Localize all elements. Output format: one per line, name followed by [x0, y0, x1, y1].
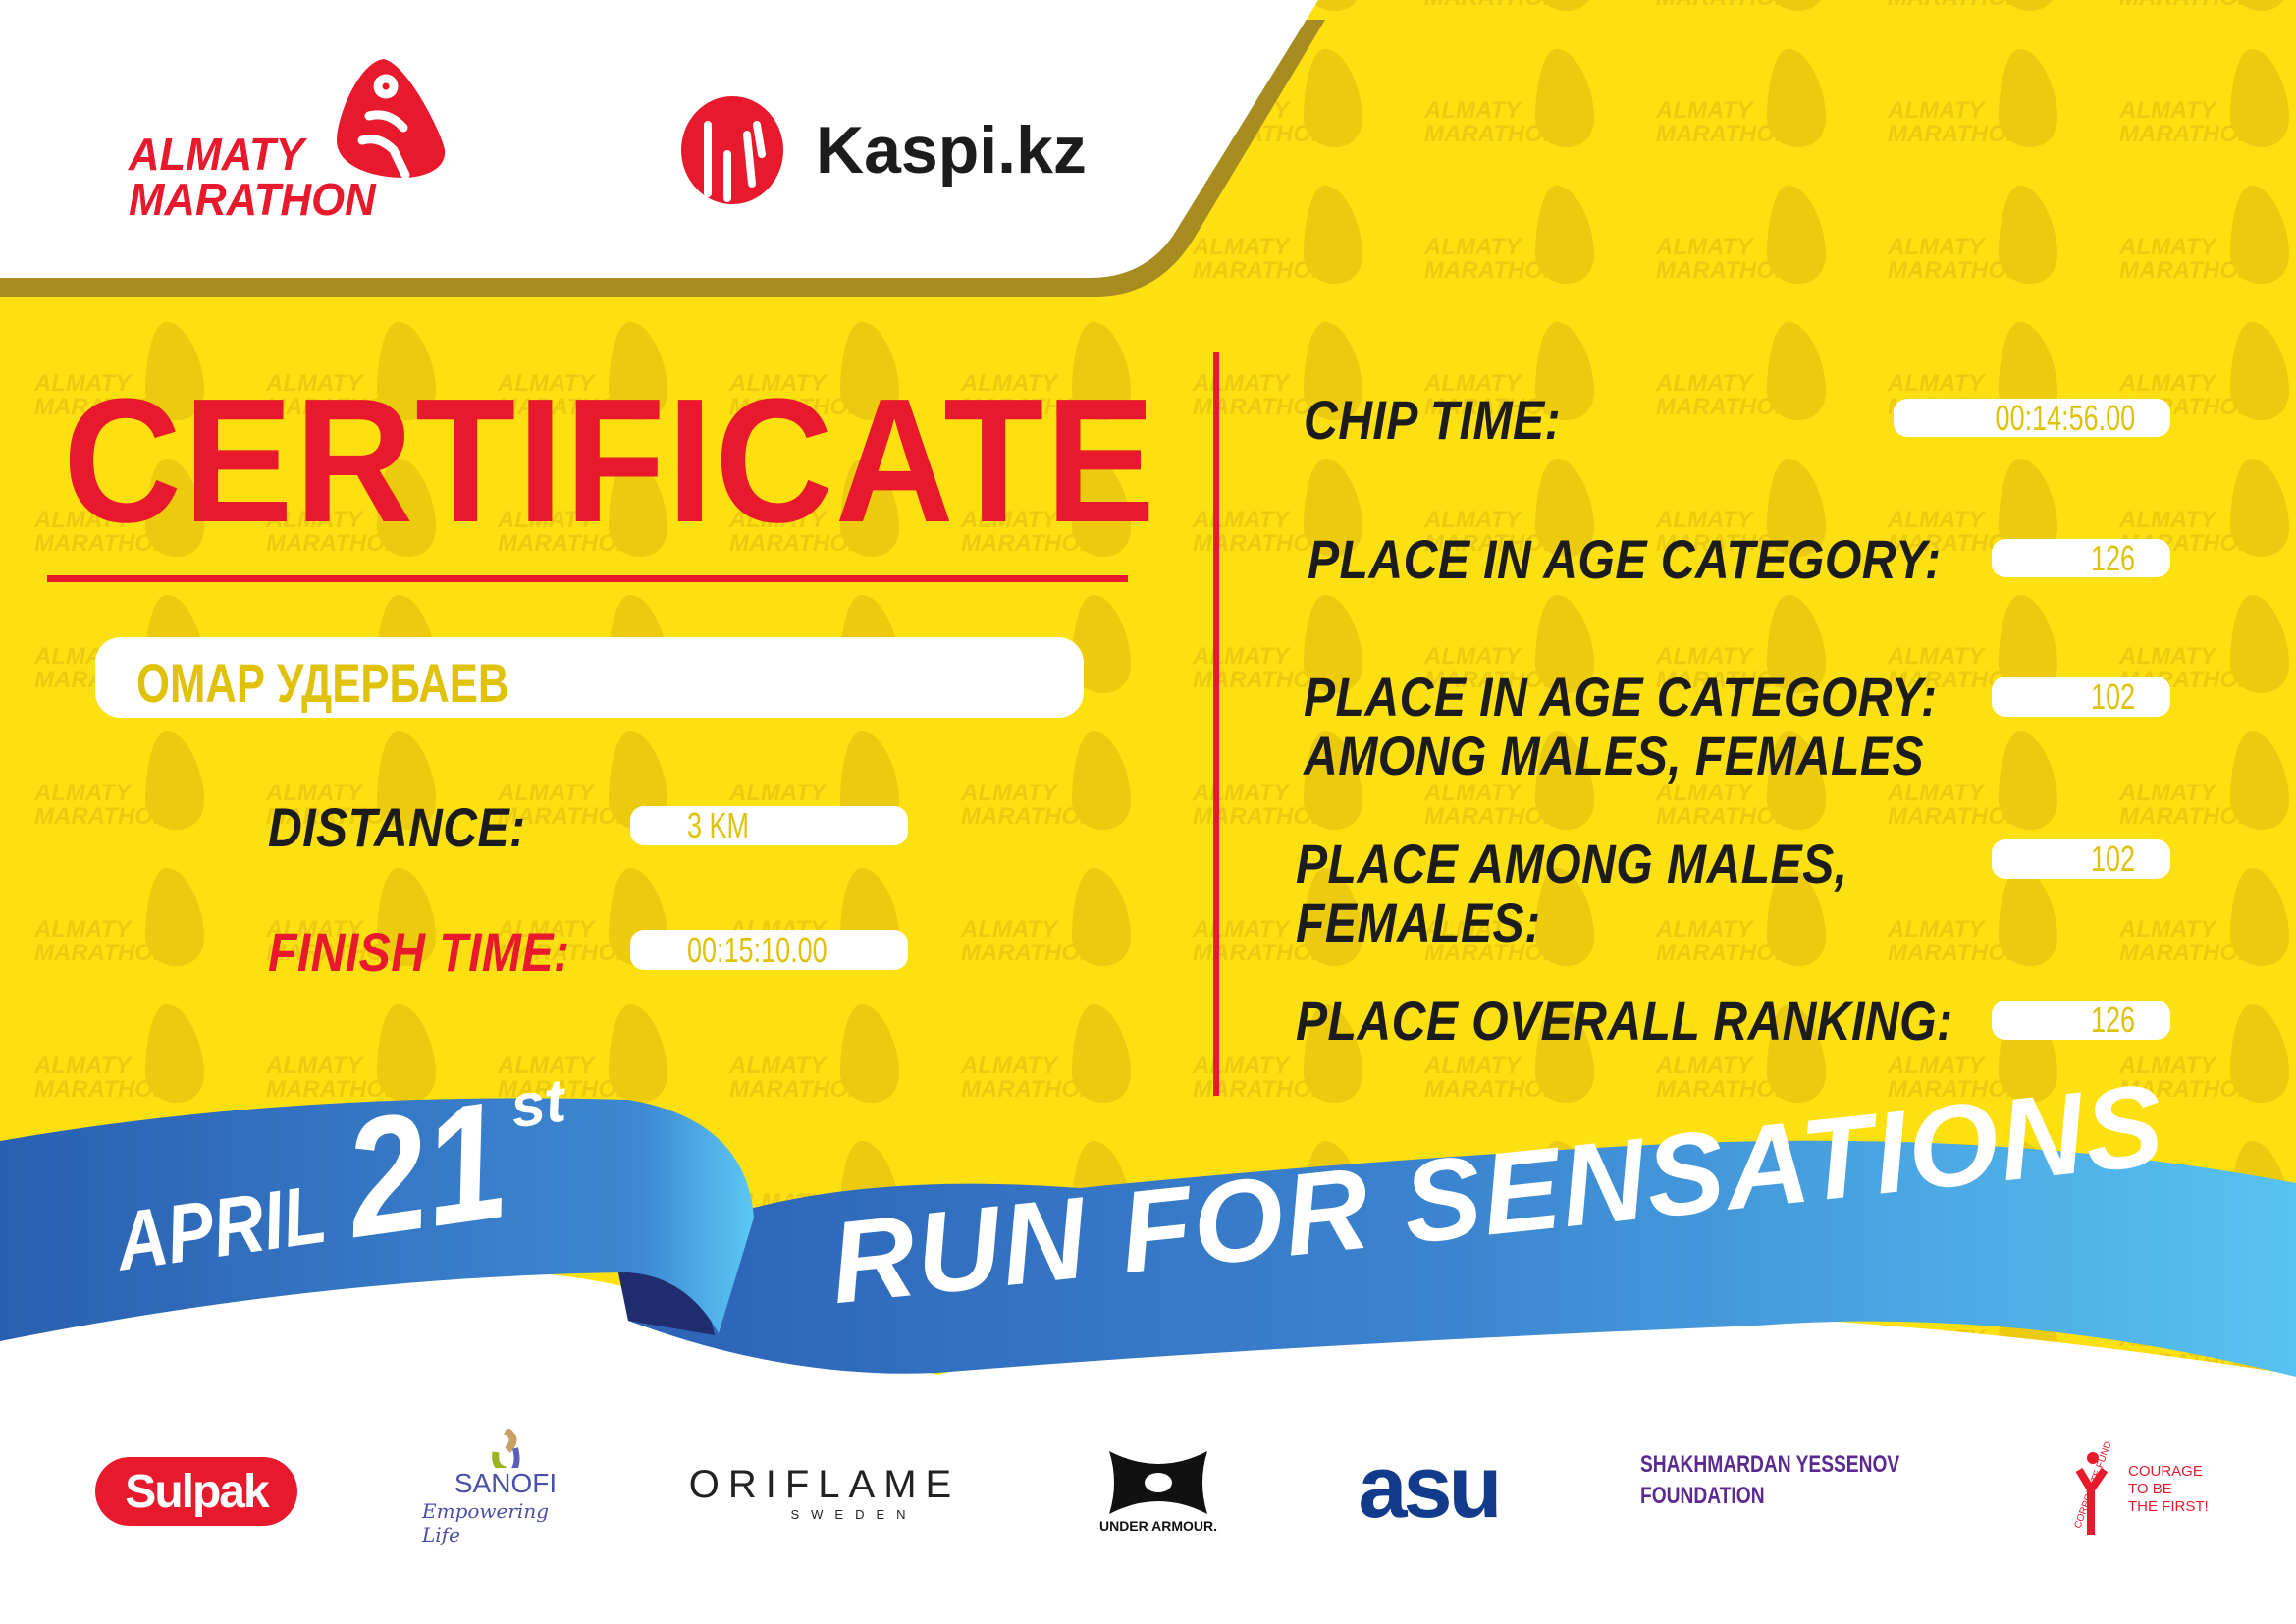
date-suffix: st — [506, 1066, 570, 1142]
logo-line1: ALMATY — [129, 129, 304, 180]
sponsor-asu: asu — [1358, 1438, 1502, 1537]
ribbon-main — [618, 1140, 2296, 1377]
place-age-category-label: PLACE IN AGE CATEGORY: — [1308, 528, 1942, 590]
place-gender-value: 102 — [1992, 839, 2170, 879]
place-overall-value: 126 — [1992, 1001, 2170, 1040]
place-overall-label: PLACE OVERALL RANKING: — [1296, 990, 1953, 1052]
finish-time-value: 00:15:10.00 — [630, 930, 908, 970]
runner-drop-icon — [337, 59, 446, 180]
finish-time-label: FINISH TIME: — [268, 921, 570, 983]
participant-name-box: ОМАР УДЕРБАЕВ — [95, 637, 1084, 718]
date-month: APRIL — [110, 1166, 332, 1288]
title-underline — [47, 575, 1128, 582]
almaty-marathon-logo: ALMATY MARATHON — [129, 57, 453, 229]
vertical-divider — [1213, 352, 1219, 1096]
kaspi-text: Kaspi.kz — [816, 113, 1087, 188]
sponsor-sanofi: SANOFI Empowering Life — [422, 1429, 589, 1546]
place-age-category-gender-label: PLACE IN AGE CATEGORY: AMONG MALES, FEMA… — [1304, 666, 1938, 786]
sponsor-courage-fund: CORPORATE FUND COURAGE TO BE THE FIRST! — [2052, 1435, 2218, 1543]
place-age-category-value: 126 — [1992, 539, 2170, 577]
place-age-category-gender-value: 102 — [1992, 677, 2170, 717]
sponsor-yessenov: SHAKHMARDAN YESSENOV FOUNDATION — [1615, 1434, 1949, 1528]
ribbon-fold — [618, 1260, 715, 1335]
under-armour-icon — [1109, 1451, 1207, 1514]
kaspi-figures-icon — [681, 96, 783, 204]
chip-time-value: 00:14:56.00 — [1894, 399, 2170, 437]
participant-name: ОМАР УДЕРБАЕВ — [136, 652, 509, 714]
logo-line2: MARATHON — [129, 174, 376, 225]
sponsor-oriflame: ORIFLAME SWEDEN — [688, 1463, 961, 1522]
sanofi-swirl-icon — [492, 1429, 520, 1468]
header-panel — [0, 0, 1318, 278]
sponsor-under-armour: UNDER ARMOUR. — [1075, 1441, 1242, 1540]
place-gender-label: PLACE AMONG MALES, FEMALES: — [1296, 833, 1848, 953]
sponsor-sulpak: Sulpak — [95, 1457, 297, 1526]
certificate-title: CERTIFICATE — [63, 362, 1157, 560]
courage-figure-icon — [2075, 1452, 2109, 1535]
kaspi-logo: Kaspi.kz — [678, 95, 1087, 205]
chip-time-label: CHIP TIME: — [1304, 389, 1562, 451]
distance-label: DISTANCE: — [268, 796, 526, 858]
distance-value: 3 KM — [630, 806, 908, 845]
ribbon-left — [0, 1098, 754, 1341]
date-day: 21 — [335, 1066, 517, 1273]
